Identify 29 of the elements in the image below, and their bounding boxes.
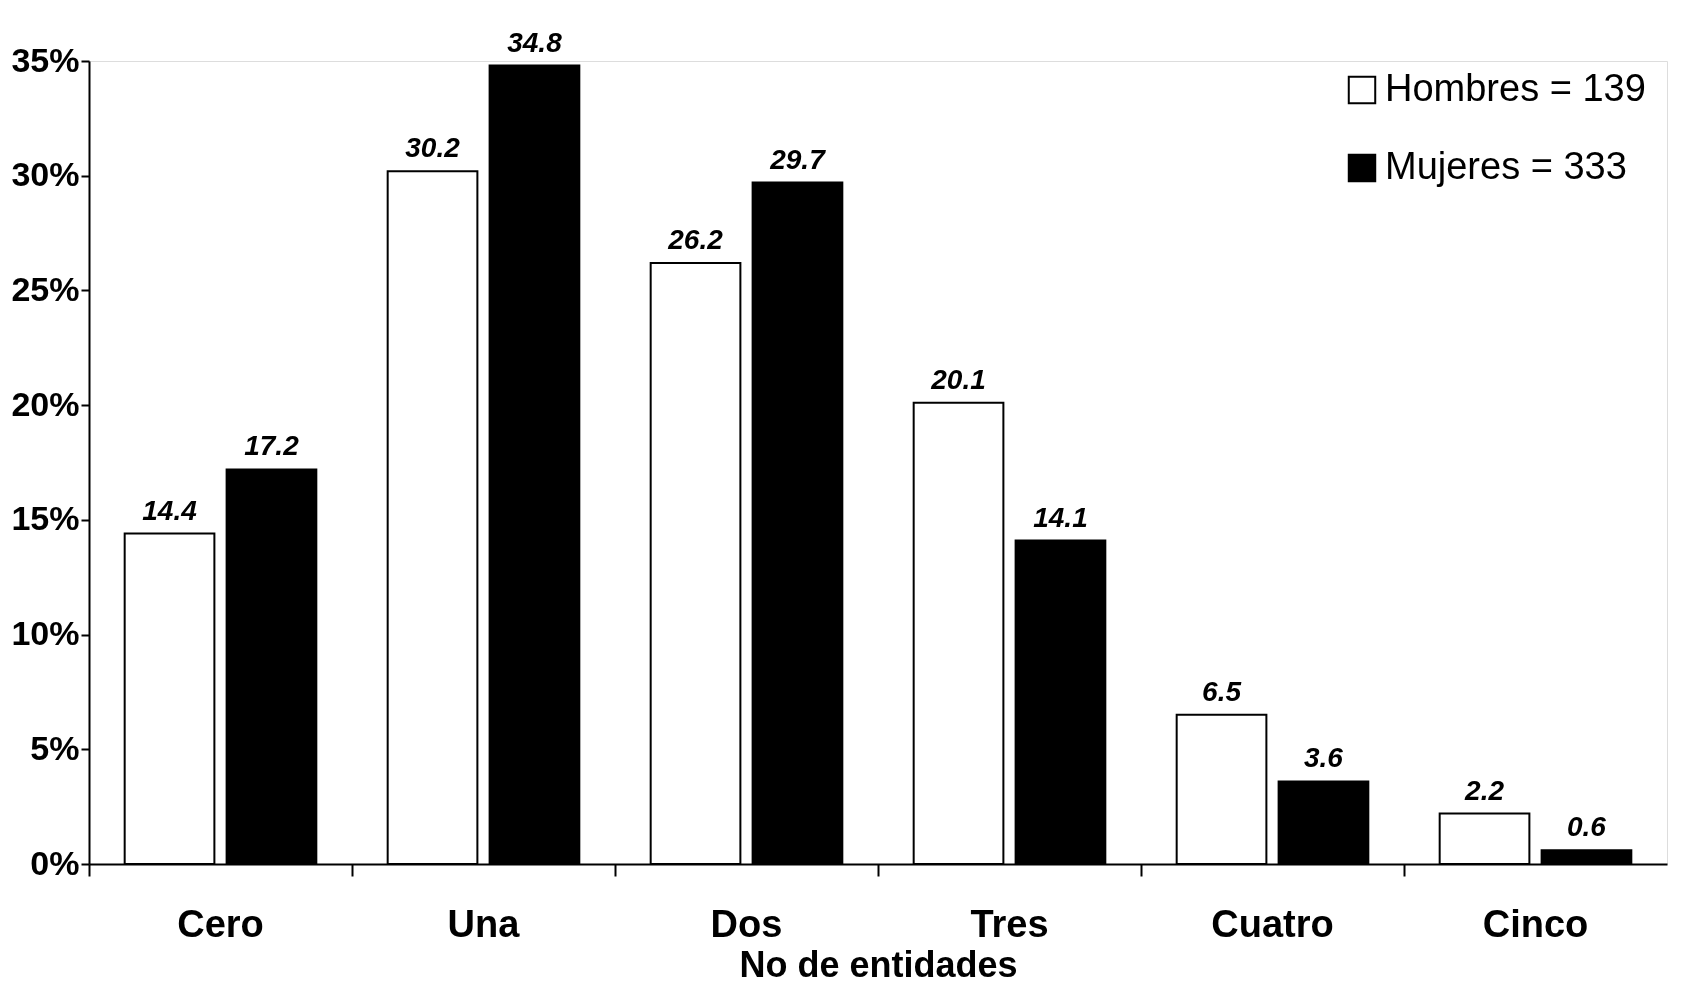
data-label: 34.8 (507, 26, 563, 58)
legend-label: Hombres = 139 (1385, 67, 1646, 109)
y-tick-label: 20% (11, 384, 80, 423)
x-tick-label: Dos (710, 902, 783, 945)
data-label: 2.2 (1464, 774, 1505, 806)
data-label: 14.1 (1033, 501, 1088, 533)
data-label: 3.6 (1304, 742, 1344, 774)
y-tick-label: 35% (11, 40, 80, 79)
data-label: 29.7 (769, 143, 827, 175)
data-label: 0.6 (1567, 811, 1607, 843)
data-label: 6.5 (1202, 675, 1242, 707)
x-tick-label: Cinco (1482, 902, 1589, 945)
data-label: 17.2 (244, 430, 300, 462)
y-tick-label: 0% (30, 843, 80, 882)
x-tick-label: Cuatro (1211, 902, 1334, 945)
y-tick-label: 5% (30, 728, 80, 767)
y-tick-label: 15% (11, 499, 80, 538)
data-label: 20.1 (930, 363, 986, 395)
x-tick-label: Cero (177, 902, 264, 945)
legend-label: Mujeres = 333 (1385, 145, 1627, 187)
y-tick-label: 10% (11, 614, 80, 653)
data-label: 14.4 (142, 494, 198, 526)
data-label: 26.2 (667, 223, 724, 255)
x-axis-title: No de entidades (739, 943, 1018, 985)
data-label: 30.2 (405, 132, 461, 164)
x-tick-label: Una (447, 902, 521, 945)
x-tick-label: Tres (970, 902, 1049, 945)
y-tick-label: 30% (11, 155, 80, 194)
y-tick-label: 25% (11, 269, 80, 308)
